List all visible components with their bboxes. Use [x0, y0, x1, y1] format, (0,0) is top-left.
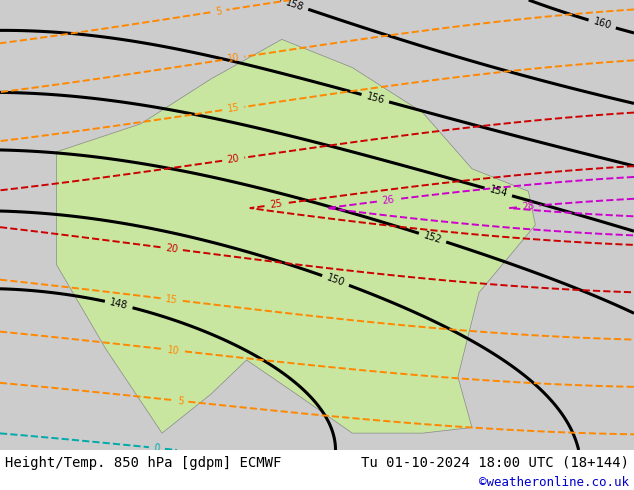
Text: 152: 152 [422, 230, 443, 245]
Polygon shape [56, 39, 535, 433]
Text: Height/Temp. 850 hPa [gdpm] ECMWF: Height/Temp. 850 hPa [gdpm] ECMWF [5, 456, 281, 470]
Text: 5: 5 [177, 395, 184, 406]
Text: 25: 25 [269, 199, 283, 210]
Text: 15: 15 [165, 294, 179, 305]
Text: 15: 15 [226, 103, 240, 114]
Text: 148: 148 [108, 297, 129, 311]
Text: 156: 156 [365, 91, 385, 105]
Text: 154: 154 [488, 185, 508, 199]
Text: 160: 160 [592, 17, 612, 31]
Text: 28: 28 [521, 201, 534, 212]
Text: 20: 20 [226, 153, 240, 165]
Text: ©weatheronline.co.uk: ©weatheronline.co.uk [479, 476, 629, 490]
Text: 0: 0 [153, 443, 160, 453]
Text: 150: 150 [325, 272, 346, 288]
Text: 158: 158 [285, 0, 305, 12]
Text: 26: 26 [381, 195, 395, 206]
Text: Tu 01-10-2024 18:00 UTC (18+144): Tu 01-10-2024 18:00 UTC (18+144) [361, 456, 629, 470]
Text: 5: 5 [214, 6, 223, 17]
Text: 10: 10 [226, 52, 240, 64]
Text: 10: 10 [167, 344, 181, 356]
Text: 20: 20 [165, 243, 179, 254]
